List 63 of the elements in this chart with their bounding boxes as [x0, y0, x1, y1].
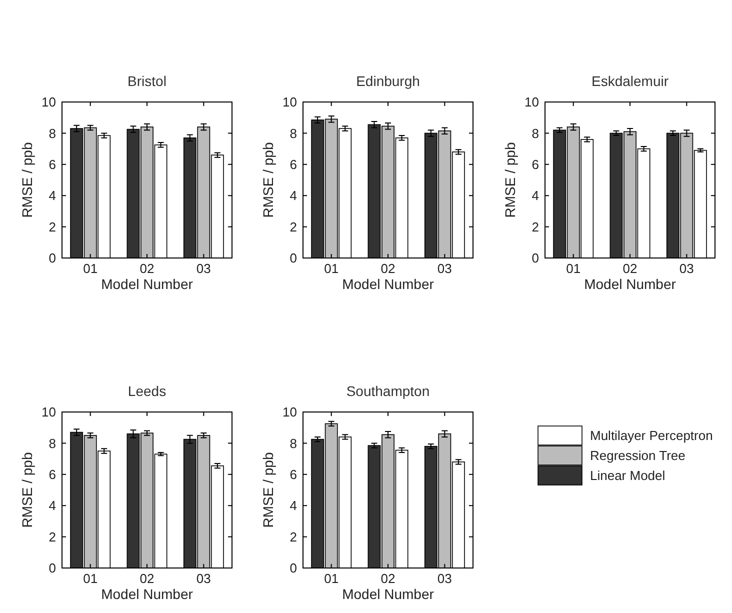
y-tick-label: 6: [290, 156, 297, 172]
y-tick-label: 2: [290, 219, 297, 234]
y-tick-label: 8: [290, 436, 297, 451]
y-tick-label: 6: [290, 466, 297, 482]
y-tick-label: 2: [532, 219, 539, 234]
x-axis-title: Model Number: [342, 276, 434, 292]
y-tick-label: 8: [532, 126, 539, 141]
y-tick-label: 2: [48, 529, 56, 544]
chart-title: Edinburgh: [356, 73, 420, 89]
y-tick-label: 0: [48, 250, 56, 266]
y-tick-label: 2: [290, 529, 297, 544]
chart-title: Leeds: [128, 383, 166, 399]
y-tick-label: 6: [48, 156, 56, 172]
legend-label: Linear Model: [590, 468, 666, 483]
y-axis-title: RMSE / ppb: [19, 142, 35, 218]
y-tick-label: 6: [48, 466, 56, 482]
y-tick-label: 0: [290, 560, 297, 576]
x-tick-label: 02: [140, 261, 154, 276]
y-axis-title: RMSE / ppb: [260, 452, 276, 528]
y-tick-label: 4: [48, 498, 56, 514]
chart-title: Bristol: [128, 73, 166, 89]
x-tick-label: 02: [380, 571, 396, 586]
y-tick-label: 4: [532, 188, 539, 204]
x-tick-label: 03: [196, 261, 211, 276]
y-tick-label: 6: [532, 156, 539, 172]
y-tick-label: 0: [48, 560, 56, 576]
y-tick-label: 4: [290, 188, 297, 204]
y-tick-label: 10: [42, 94, 56, 110]
x-axis-title: Model Number: [342, 586, 434, 602]
y-tick-label: 8: [48, 126, 56, 141]
y-tick-label: 8: [48, 436, 56, 451]
x-tick-label: 01: [324, 571, 339, 586]
x-tick-label: 02: [622, 261, 638, 276]
x-tick-label: 03: [196, 571, 211, 586]
x-tick-label: 02: [380, 261, 396, 276]
x-tick-label: 03: [437, 571, 452, 586]
y-tick-label: 2: [48, 219, 56, 234]
x-axis-title: Model Number: [101, 586, 194, 602]
legend-label: Multilayer Perceptron: [590, 428, 713, 443]
x-tick-label: 01: [324, 261, 339, 276]
x-tick-label: 02: [140, 571, 154, 586]
x-axis-title: Model Number: [101, 276, 194, 292]
y-tick-label: 0: [532, 250, 539, 266]
y-tick-label: 8: [290, 126, 297, 141]
y-tick-label: 4: [48, 188, 56, 204]
chart-title: Southampton: [346, 383, 430, 399]
x-tick-label: 01: [566, 261, 581, 276]
y-tick-label: 10: [42, 404, 56, 420]
chart-title: Eskdalemuir: [591, 73, 669, 89]
y-axis-title: RMSE / ppb: [19, 452, 35, 528]
y-tick-label: 10: [282, 404, 297, 420]
y-tick-label: 0: [290, 250, 297, 266]
y-axis-title: RMSE / ppb: [260, 142, 276, 218]
legend-label: Regression Tree: [590, 448, 686, 463]
y-axis-title: RMSE / ppb: [502, 142, 518, 218]
x-tick-label: 01: [83, 571, 98, 586]
x-tick-label: 03: [437, 261, 452, 276]
y-tick-label: 10: [524, 94, 539, 110]
x-tick-label: 03: [679, 261, 694, 276]
y-tick-label: 4: [290, 498, 297, 514]
y-tick-label: 10: [282, 94, 297, 110]
x-tick-label: 01: [83, 261, 98, 276]
x-axis-title: Model Number: [584, 276, 676, 292]
